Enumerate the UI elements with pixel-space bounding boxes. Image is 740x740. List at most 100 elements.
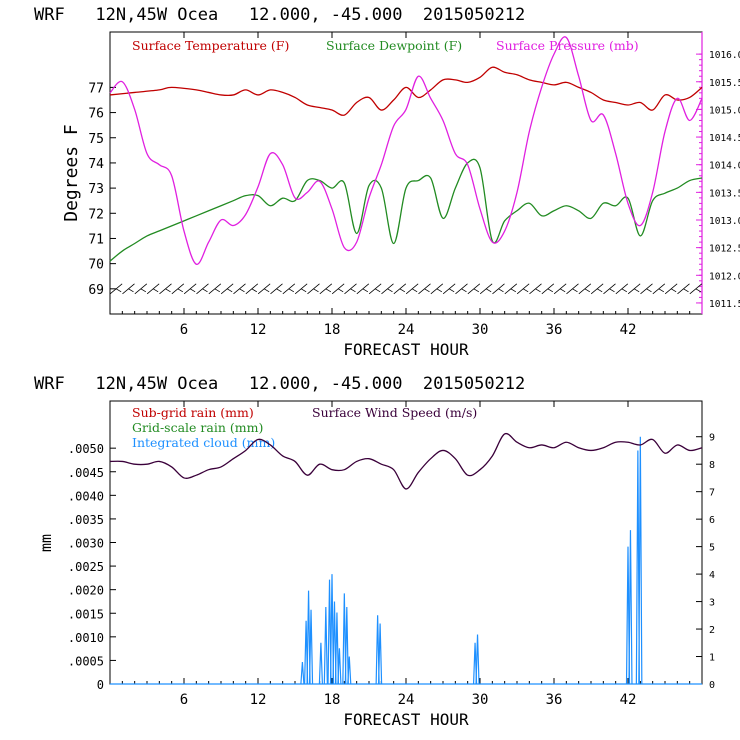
wind-barb xyxy=(356,283,370,295)
y-tick-label: .0025 xyxy=(68,560,104,574)
cloud-spike xyxy=(337,648,342,685)
panel1-right-y-axis: 1011.5 1012.0 1012.5 1013.0 1013.5 1014.0 1014… xyxy=(696,50,740,310)
panel2-left-y-axis: 0 .0005 .0010 .0015 .0020 .0025 .0030 .0035 .004… xyxy=(68,442,116,692)
wind-barb xyxy=(418,283,431,295)
wind-barb xyxy=(467,283,481,295)
wind-barb xyxy=(529,283,542,295)
wind-barb xyxy=(578,283,592,295)
y2-tick-label: 2 xyxy=(709,625,715,636)
y-tick-label: .0045 xyxy=(68,466,104,480)
y-tick-label: 77 xyxy=(88,81,104,96)
wind-barb xyxy=(393,283,407,295)
y2-tick-label: 1 xyxy=(709,653,715,664)
x-tick-label: 6 xyxy=(180,692,188,708)
x-tick-label: 6 xyxy=(180,322,188,338)
y-tick-label: 71 xyxy=(88,232,104,247)
cloud-spike xyxy=(323,607,328,685)
y2-tick-label: 1011.5 xyxy=(709,299,740,310)
wind-barb xyxy=(455,283,468,295)
series-line-surface-wind-speed-m-s xyxy=(109,432,703,490)
y-tick-label: .0020 xyxy=(68,584,104,598)
y-tick-label: .0015 xyxy=(68,607,104,621)
y2-tick-label: 1014.5 xyxy=(709,133,740,144)
panel1-left-y-axis: 69 70 71 72 73 74 75 76 77 xyxy=(88,81,116,298)
wind-barb xyxy=(479,283,493,295)
x-tick-label: 42 xyxy=(620,322,637,338)
wind-barb xyxy=(257,283,271,295)
temperature-dewpoint-pressure-panel: WRF 12N,45W Ocea 12.000, -45.000 2015050… xyxy=(34,5,740,359)
x-tick-label: 12 xyxy=(250,322,267,338)
y2-tick-label: 1015.0 xyxy=(709,105,740,116)
wind-barb xyxy=(640,283,653,295)
legend-temperature: Surface Temperature (F) xyxy=(132,38,289,53)
panel2-series xyxy=(109,432,703,685)
wind-barb xyxy=(270,283,283,295)
y2-tick-label: 1016.0 xyxy=(709,50,740,61)
wind-barb xyxy=(430,283,444,295)
wind-barb xyxy=(171,283,185,295)
x-tick-label: 12 xyxy=(250,692,267,708)
wind-barb xyxy=(590,283,604,295)
wind-barb xyxy=(294,283,308,295)
legend-wind-speed: Surface Wind Speed (m/s) xyxy=(312,405,477,420)
y-tick-label: .0040 xyxy=(68,489,104,503)
panel2-right-y-axis: 0 1 2 3 4 5 6 7 8 9 xyxy=(696,433,715,691)
wind-barb xyxy=(183,283,197,295)
x-tick-label: 30 xyxy=(472,692,489,708)
rain-cloud-wind-panel: WRF 12N,45W Ocea 12.000, -45.000 2015050… xyxy=(34,374,715,729)
y2-tick-label: 1013.0 xyxy=(709,216,740,227)
cloud-spike xyxy=(300,661,305,685)
y2-tick-label: 0 xyxy=(709,680,715,691)
wind-barb xyxy=(146,283,160,295)
panel2-xlabel: FORECAST HOUR xyxy=(343,710,469,729)
panel2-ylabel: mm xyxy=(37,534,55,552)
wind-barb xyxy=(368,283,382,295)
y2-tick-label: 3 xyxy=(709,598,715,609)
wind-barb xyxy=(208,283,222,295)
series-line-surface-temperature-f xyxy=(109,66,703,116)
x-tick-label: 18 xyxy=(324,322,341,338)
y-tick-label: .0030 xyxy=(68,537,104,551)
wind-barb xyxy=(381,283,394,295)
wind-barb xyxy=(220,283,234,295)
y-tick-label: 76 xyxy=(88,107,104,122)
panel1-x-axis: 6 12 18 24 30 36 42 xyxy=(121,32,691,338)
y2-tick-label: 1012.5 xyxy=(709,244,740,255)
y2-tick-label: 9 xyxy=(709,433,715,444)
wind-barb xyxy=(504,283,518,295)
y2-tick-label: 7 xyxy=(709,488,715,499)
cloud-spike xyxy=(318,642,323,685)
wind-barb xyxy=(615,283,629,295)
wind-barb xyxy=(541,283,555,295)
panel1-title: WRF 12N,45W Ocea 12.000, -45.000 2015050… xyxy=(34,5,525,25)
y2-tick-label: 1013.5 xyxy=(709,188,740,199)
cloud-spike xyxy=(638,436,643,685)
wind-barb xyxy=(282,283,296,295)
wind-barb xyxy=(442,283,456,295)
y2-tick-label: 1014.0 xyxy=(709,161,740,172)
wind-barb xyxy=(159,283,172,295)
legend-gridscale-rain: Grid-scale rain (mm) xyxy=(132,420,263,435)
wind-barb xyxy=(566,283,579,295)
legend-subgrid-rain: Sub-grid rain (mm) xyxy=(132,405,254,420)
wind-barb xyxy=(492,283,505,295)
cloud-spike xyxy=(334,612,340,685)
wind-barb xyxy=(627,283,641,295)
y-tick-label: .0010 xyxy=(68,631,104,645)
wind-barb xyxy=(677,283,690,295)
legend-dewpoint: Surface Dewpoint (F) xyxy=(326,38,462,53)
cloud-spike xyxy=(308,609,314,685)
wind-barb xyxy=(245,283,259,295)
legend-pressure: Surface Pressure (mb) xyxy=(496,38,639,53)
y2-tick-label: 5 xyxy=(709,543,715,554)
y-tick-label: 72 xyxy=(88,207,104,222)
wind-barb xyxy=(516,283,530,295)
wind-barb xyxy=(307,283,320,295)
panel1-xlabel: FORECAST HOUR xyxy=(343,340,469,359)
cloud-spike xyxy=(475,634,480,685)
panel2-title: WRF 12N,45W Ocea 12.000, -45.000 2015050… xyxy=(34,374,525,394)
legend-integrated-cloud: Integrated cloud (mm) xyxy=(132,435,275,450)
x-tick-label: 30 xyxy=(472,322,489,338)
wind-barb xyxy=(652,283,666,295)
wind-barb xyxy=(233,283,246,295)
